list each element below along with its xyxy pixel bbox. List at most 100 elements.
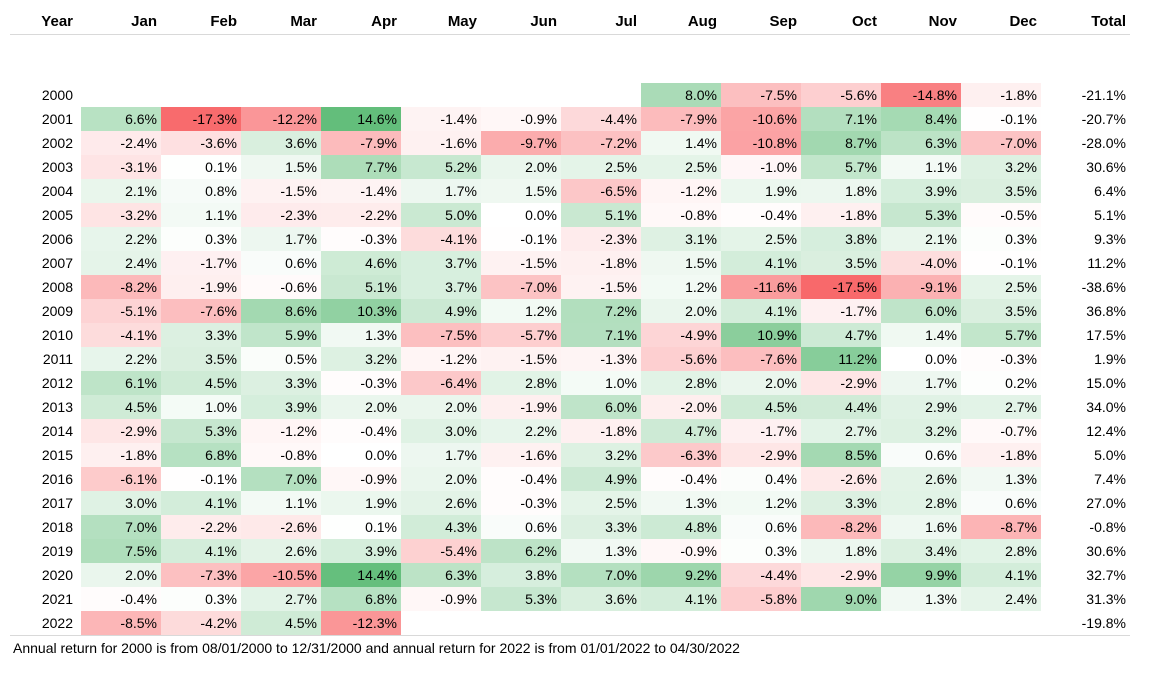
return-cell: -0.3%: [321, 227, 401, 251]
return-cell: -7.5%: [401, 323, 481, 347]
return-cell: 2.8%: [641, 371, 721, 395]
year-label: 2010: [41, 327, 73, 343]
total-cell: -38.6%: [1081, 279, 1126, 295]
return-cell: -0.4%: [81, 587, 161, 611]
return-cell: 10.9%: [721, 323, 801, 347]
return-cell: -7.3%: [161, 563, 241, 587]
return-cell: [561, 83, 641, 107]
return-cell: -1.8%: [561, 251, 641, 275]
return-cell: -17.3%: [161, 107, 241, 131]
return-cell: -0.4%: [641, 467, 721, 491]
return-cell: 2.8%: [881, 491, 961, 515]
return-cell: 1.3%: [641, 491, 721, 515]
return-cell: 3.1%: [641, 227, 721, 251]
return-cell: 1.7%: [401, 443, 481, 467]
total-cell: 17.5%: [1086, 327, 1126, 343]
return-cell: 1.2%: [641, 275, 721, 299]
return-cell: 1.1%: [241, 491, 321, 515]
return-cell: 11.2%: [801, 347, 881, 371]
return-cell: 3.0%: [401, 419, 481, 443]
table-row: 2012 6.1% 4.5% 3.3% -0.3% -6.4% 2.8% 1.0% 2.8% 2.…: [10, 371, 1130, 395]
return-cell: -0.4%: [721, 203, 801, 227]
total-cell: 1.9%: [1094, 351, 1126, 367]
return-cell: 4.1%: [721, 299, 801, 323]
return-cell: 2.5%: [721, 227, 801, 251]
year-label: 2022: [41, 615, 73, 631]
return-cell: -10.6%: [721, 107, 801, 131]
return-cell: 1.7%: [241, 227, 321, 251]
total-cell: -28.0%: [1081, 135, 1126, 151]
return-cell: -12.3%: [321, 611, 401, 635]
return-cell: -0.9%: [481, 107, 561, 131]
monthly-returns-table: Year Jan Feb Mar Apr May Jun Jul Aug Sep Oct Nov Dec…: [10, 8, 1130, 635]
return-cell: 8.5%: [801, 443, 881, 467]
return-cell: 3.3%: [801, 491, 881, 515]
return-cell: 4.5%: [721, 395, 801, 419]
return-cell: 1.1%: [161, 203, 241, 227]
return-cell: 1.0%: [161, 395, 241, 419]
total-cell: 36.8%: [1086, 303, 1126, 319]
table-row: 2015 -1.8% 6.8% -0.8% 0.0% 1.7% -1.6% 3.2% -6.3%…: [10, 443, 1130, 467]
year-label: 2011: [42, 351, 73, 367]
return-cell: -1.9%: [481, 395, 561, 419]
return-cell: -0.1%: [481, 227, 561, 251]
total-cell: 12.4%: [1086, 423, 1126, 439]
return-cell: [561, 611, 641, 635]
header-dec: Dec: [961, 8, 1041, 35]
return-cell: 4.5%: [161, 371, 241, 395]
header-sep: Sep: [721, 8, 801, 35]
return-cell: -0.9%: [641, 539, 721, 563]
return-cell: 4.1%: [161, 539, 241, 563]
header-apr: Apr: [321, 8, 401, 35]
return-cell: 4.5%: [81, 395, 161, 419]
total-cell: -19.8%: [1081, 615, 1126, 631]
return-cell: 3.9%: [881, 179, 961, 203]
return-cell: -7.9%: [321, 131, 401, 155]
return-cell: 1.3%: [961, 467, 1041, 491]
return-cell: 2.0%: [401, 467, 481, 491]
return-cell: 3.3%: [561, 515, 641, 539]
return-cell: -7.9%: [641, 107, 721, 131]
table-row: 2016 -6.1% -0.1% 7.0% -0.9% 2.0% -0.4% 4.9% -0.4…: [10, 467, 1130, 491]
total-cell: 32.7%: [1086, 567, 1126, 583]
header-feb: Feb: [161, 8, 241, 35]
total-cell: 9.3%: [1094, 231, 1126, 247]
year-label: 2008: [41, 279, 73, 295]
return-cell: 14.4%: [321, 563, 401, 587]
return-cell: 0.6%: [241, 251, 321, 275]
table-body: 2000 8.0% -7.5% -5.6% -14.8% -1.8% -21.1% 2001 6…: [10, 35, 1130, 635]
return-cell: -8.2%: [81, 275, 161, 299]
return-cell: -4.1%: [81, 323, 161, 347]
return-cell: -2.6%: [241, 515, 321, 539]
return-cell: -4.9%: [641, 323, 721, 347]
return-cell: -0.4%: [481, 467, 561, 491]
table-row: 2002 -2.4% -3.6% 3.6% -7.9% -1.6% -9.7% -7.2% 1.…: [10, 131, 1130, 155]
return-cell: 4.3%: [401, 515, 481, 539]
return-cell: [401, 83, 481, 107]
year-label: 2002: [41, 135, 73, 151]
return-cell: 2.8%: [961, 539, 1041, 563]
return-cell: 0.4%: [721, 467, 801, 491]
year-label: 2007: [41, 255, 73, 271]
return-cell: 6.3%: [881, 131, 961, 155]
return-cell: -14.8%: [881, 83, 961, 107]
table-row: 2018 7.0% -2.2% -2.6% 0.1% 4.3% 0.6% 3.3% 4.8% 0.…: [10, 515, 1130, 539]
return-cell: -11.6%: [721, 275, 801, 299]
return-cell: 2.7%: [241, 587, 321, 611]
return-cell: 3.2%: [881, 419, 961, 443]
total-cell: 6.4%: [1094, 183, 1126, 199]
return-cell: -1.7%: [721, 419, 801, 443]
return-cell: 1.9%: [321, 491, 401, 515]
return-cell: -2.9%: [721, 443, 801, 467]
return-cell: 6.2%: [481, 539, 561, 563]
return-cell: [961, 611, 1041, 635]
header-jan: Jan: [81, 8, 161, 35]
header-may: May: [401, 8, 481, 35]
return-cell: 4.6%: [321, 251, 401, 275]
return-cell: -5.6%: [801, 83, 881, 107]
return-cell: -1.8%: [561, 419, 641, 443]
return-cell: -6.1%: [81, 467, 161, 491]
return-cell: 8.4%: [881, 107, 961, 131]
return-cell: -0.8%: [641, 203, 721, 227]
return-cell: -9.7%: [481, 131, 561, 155]
